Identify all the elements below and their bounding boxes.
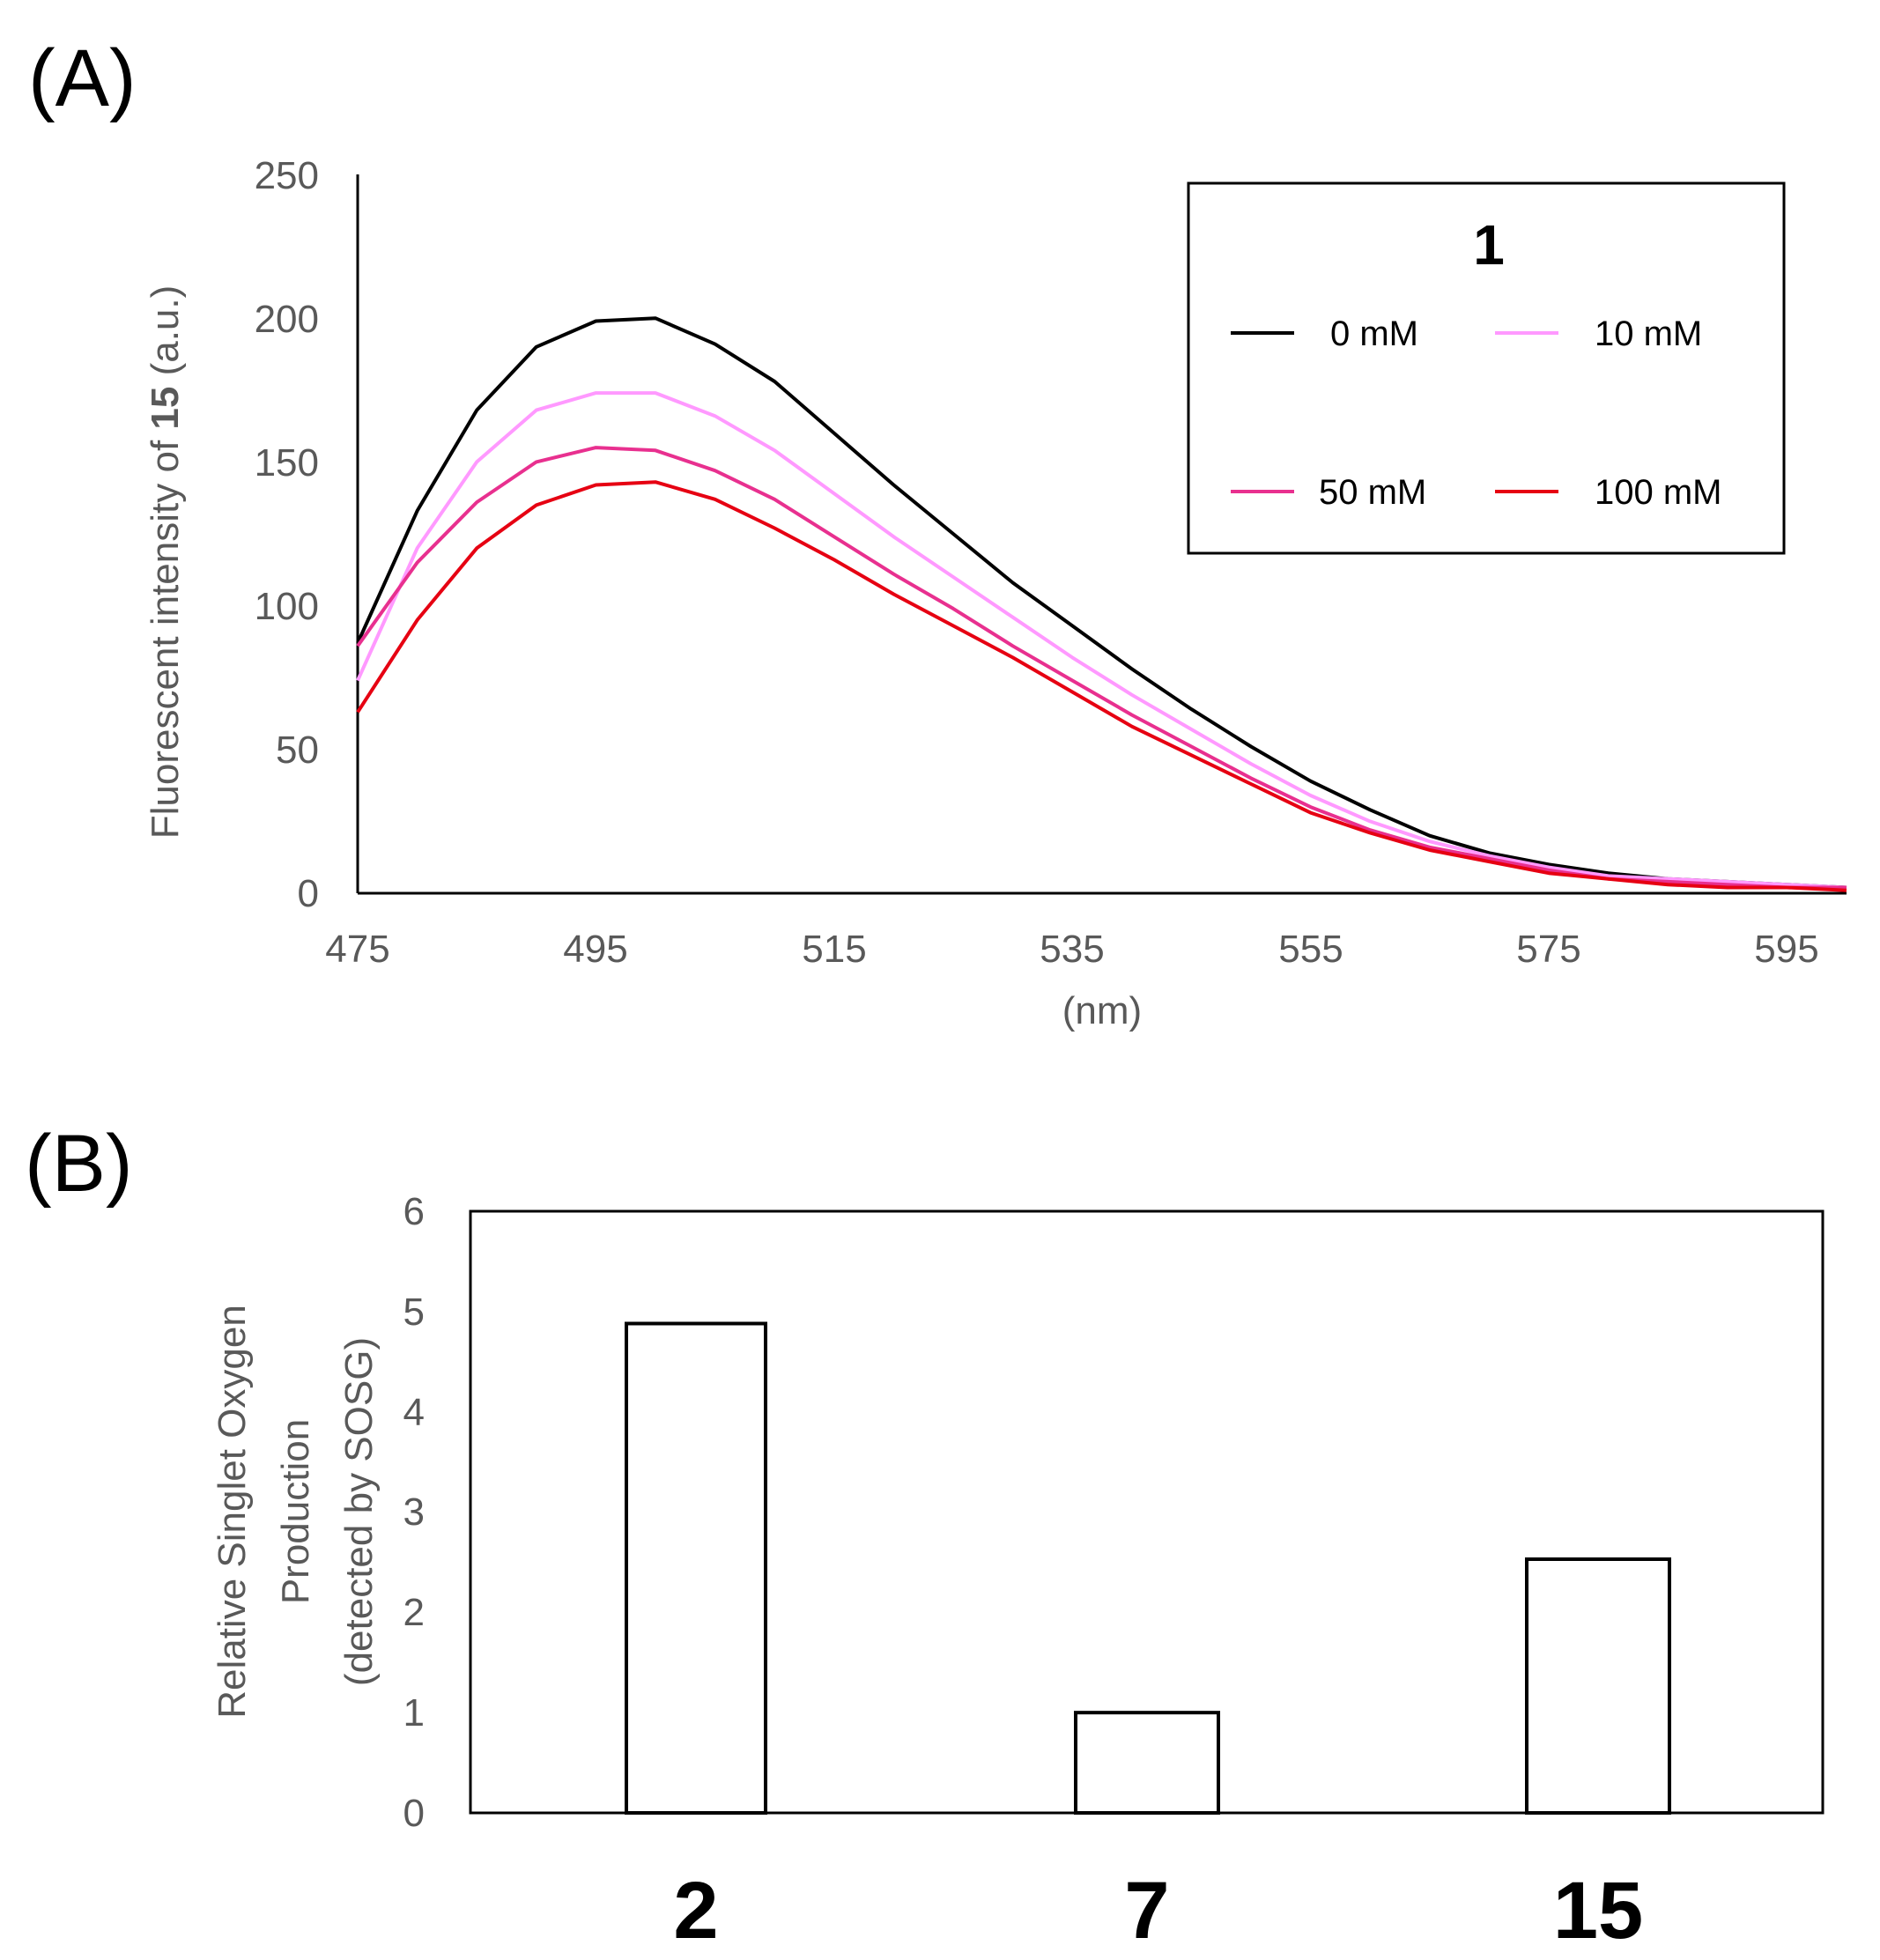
- panel-b-y-tick-3: 3: [403, 1490, 425, 1534]
- legend-label-100-mM: 100 mM: [1595, 473, 1722, 512]
- panel-a-y-tick-labels: 0 50 100 150 200 250: [255, 154, 319, 915]
- panel-a-y-axis-title-compound: 15: [144, 387, 187, 430]
- panel-b-bar-chart: (B) 0 1 2 3 4 5 6 Relative Singlet Oxyge…: [25, 1119, 1824, 1956]
- bar-compound-7: [1074, 1711, 1220, 1815]
- panel-a-x-axis-title: (nm): [1062, 989, 1142, 1032]
- panel-a-series-group: [356, 316, 1847, 892]
- panel-b-y-tick-1: 1: [403, 1691, 425, 1734]
- panel-a-x-tick-475: 475: [325, 928, 389, 971]
- panel-b-y-tick-0: 0: [403, 1792, 425, 1835]
- panel-b-y-tick-4: 4: [403, 1391, 425, 1434]
- legend-label-0-mM: 0 mM: [1330, 314, 1418, 353]
- panel-b-y-axis-title: Relative Singlet Oxygen Production (dete…: [211, 1305, 381, 1719]
- panel-a-x-tick-535: 535: [1040, 928, 1104, 971]
- bar-compound-2: [625, 1321, 767, 1815]
- panel-b-y-tick-labels: 0 1 2 3 4 5 6: [403, 1190, 425, 1835]
- legend-title: 1: [1473, 213, 1505, 277]
- panel-a-legend: 1 0 mM 10 mM 50 mM 100 mM: [1187, 181, 1786, 555]
- category-label-7: 7: [1124, 1866, 1169, 1956]
- panel-a-x-tick-495: 495: [563, 928, 627, 971]
- panel-a-y-tick-150: 150: [255, 441, 319, 484]
- panel-a-y-tick-0: 0: [298, 872, 319, 915]
- panel-b-y-axis-title-line-3: (detected by SOSG): [337, 1337, 381, 1686]
- panel-a-x-tick-515: 515: [802, 928, 866, 971]
- legend-label-10-mM: 10 mM: [1595, 314, 1702, 353]
- category-label-2: 2: [673, 1866, 718, 1956]
- bar-compound-15: [1525, 1557, 1671, 1816]
- panel-a-y-tick-100: 100: [255, 585, 319, 628]
- panel-a-label: (A): [28, 33, 137, 123]
- panel-b-y-tick-6: 6: [403, 1190, 425, 1233]
- panel-a-x-tick-595: 595: [1754, 928, 1818, 971]
- panel-a-y-axis-title-prefix: Fluorescent intensity of: [144, 430, 187, 839]
- panel-a-y-tick-50: 50: [276, 729, 319, 772]
- panel-a-line-chart: (A) 0 50 100 150 200 250 475 495 515 535…: [28, 33, 1847, 1032]
- panel-a-y-tick-200: 200: [255, 298, 319, 341]
- panel-a-y-axis-title-suffix: (a.u.): [144, 285, 187, 387]
- panel-a-x-tick-labels: 475 495 515 535 555 575 595: [325, 928, 1818, 971]
- series-line-10-mM: [356, 391, 1847, 890]
- series-line-0-mM: [356, 316, 1847, 890]
- panel-b-category-labels: 2 7 15: [673, 1866, 1643, 1956]
- panel-b-y-tick-2: 2: [403, 1591, 425, 1634]
- legend-label-50-mM: 50 mM: [1319, 473, 1426, 512]
- category-label-15: 15: [1553, 1866, 1643, 1956]
- panel-b-bars: [625, 1321, 1671, 1816]
- panel-a-x-tick-575: 575: [1516, 928, 1580, 971]
- series-line-100-mM: [356, 480, 1847, 892]
- panel-a-x-tick-555: 555: [1278, 928, 1343, 971]
- panel-b-y-axis-title-line-1: Relative Singlet Oxygen: [211, 1305, 254, 1719]
- panel-b-label: (B): [25, 1119, 133, 1209]
- panel-b-y-tick-5: 5: [403, 1291, 425, 1334]
- panel-a-y-axis-title: Fluorescent intensity of 15 (a.u.): [144, 285, 187, 839]
- panel-b-y-axis-title-line-2: Production: [274, 1419, 317, 1604]
- panel-a-y-tick-250: 250: [255, 154, 319, 197]
